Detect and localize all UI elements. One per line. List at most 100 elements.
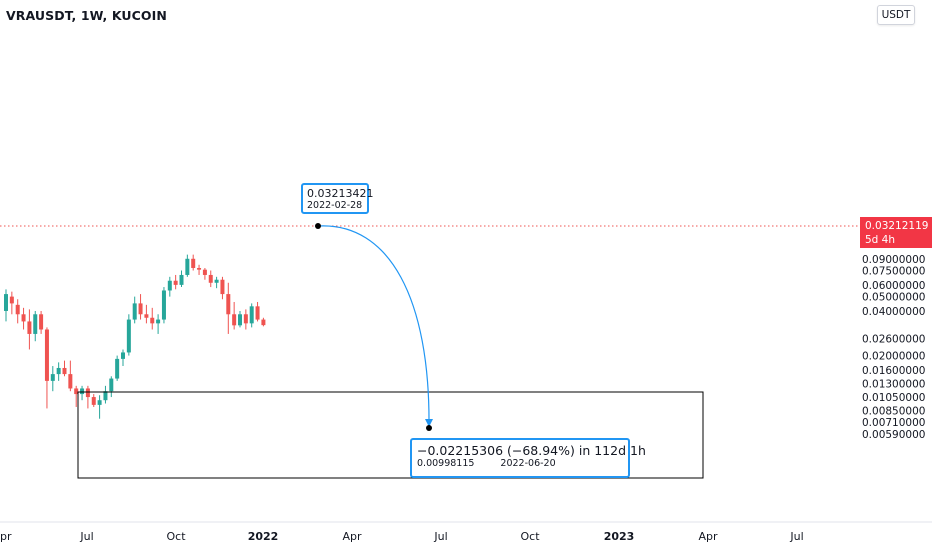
projection-start-point[interactable]	[315, 223, 321, 229]
candle[interactable]	[173, 274, 178, 290]
candle-body	[109, 378, 114, 392]
candle[interactable]	[238, 310, 242, 328]
candle-body	[197, 267, 202, 270]
candle[interactable]	[197, 264, 202, 275]
projection-arrowhead	[425, 419, 433, 427]
candle[interactable]	[44, 327, 49, 409]
projection-end-point[interactable]	[426, 425, 432, 431]
candle-body	[21, 314, 26, 322]
candle[interactable]	[226, 282, 231, 334]
candle-body	[161, 290, 166, 320]
candle-body	[91, 397, 96, 405]
candle-body	[97, 400, 102, 405]
candle-body	[232, 314, 237, 326]
candle[interactable]	[62, 360, 67, 377]
candle[interactable]	[167, 276, 172, 297]
y-tick-label: 0.01300000	[862, 378, 925, 390]
candle[interactable]	[126, 314, 131, 356]
candle[interactable]	[150, 307, 155, 330]
target-zone-box[interactable]	[77, 391, 704, 479]
candle[interactable]	[156, 314, 161, 334]
x-tick-label: Oct	[520, 530, 540, 543]
x-tick-label: 2023	[604, 530, 635, 543]
candle[interactable]	[208, 270, 213, 288]
x-tick-label: Apr	[342, 530, 362, 543]
candle[interactable]	[15, 299, 20, 324]
candle[interactable]	[249, 303, 254, 328]
last-price-value: 0.03212119	[865, 220, 929, 232]
candle[interactable]	[179, 270, 184, 288]
start-price: 0.03213421	[307, 187, 374, 200]
candle-body	[249, 306, 254, 324]
candle-body	[255, 306, 260, 320]
candle[interactable]	[185, 254, 190, 277]
candle[interactable]	[91, 394, 96, 407]
candle-body	[33, 314, 38, 334]
candle[interactable]	[220, 276, 225, 300]
change-summary: −0.02215306 (−68.94%) in 112d 1h	[417, 443, 646, 458]
symbol-title: VRAUSDT, 1W, KUCOIN	[6, 8, 167, 23]
candle[interactable]	[85, 385, 90, 409]
candle-body	[179, 274, 184, 285]
candle[interactable]	[9, 291, 14, 315]
currency-badge[interactable]: USDT	[877, 5, 915, 25]
y-tick-label: 0.00850000	[862, 406, 925, 418]
candle[interactable]	[191, 254, 196, 271]
candle[interactable]	[121, 349, 125, 367]
candle[interactable]	[68, 360, 73, 392]
candle[interactable]	[144, 304, 149, 324]
candle[interactable]	[80, 385, 85, 401]
y-tick-label: 0.09000000	[862, 254, 925, 266]
candle[interactable]	[202, 267, 207, 280]
candle-body	[208, 274, 213, 283]
x-tick-label: Apr	[698, 530, 718, 543]
candle[interactable]	[138, 294, 143, 320]
candle-body	[27, 321, 32, 334]
candle-body	[138, 303, 143, 315]
y-tick-label: 0.04000000	[862, 306, 925, 318]
candle-body	[44, 329, 49, 381]
candle[interactable]	[33, 310, 38, 342]
candle[interactable]	[21, 307, 26, 330]
candle[interactable]	[109, 376, 114, 398]
y-tick-label: 0.00710000	[862, 417, 925, 429]
candle[interactable]	[161, 287, 166, 324]
projection-arrow[interactable]	[317, 225, 430, 427]
candle[interactable]	[74, 385, 79, 407]
candle[interactable]	[39, 310, 44, 334]
x-tick-label: Jul	[79, 530, 93, 543]
candle[interactable]	[27, 309, 32, 350]
candle-body	[191, 258, 196, 268]
candle-body	[226, 294, 231, 315]
candle-body	[132, 303, 137, 320]
candle-body	[50, 374, 55, 381]
candle-body	[9, 296, 14, 304]
candle[interactable]	[97, 395, 102, 419]
candle[interactable]	[132, 296, 137, 324]
candle[interactable]	[103, 385, 108, 404]
candle[interactable]	[243, 309, 248, 330]
x-tick-label: Oct	[166, 530, 186, 543]
candle-body	[39, 314, 44, 330]
x-axis[interactable]: Apr Jul Oct 2022 Apr Jul Oct 2023 Apr Jul	[0, 530, 804, 543]
candle-body	[121, 352, 125, 359]
candle[interactable]	[214, 276, 219, 289]
projection-result-note[interactable]: −0.02215306 (−68.94%) in 112d 1h 0.00998…	[410, 438, 646, 478]
candles-layer	[4, 254, 266, 419]
candle[interactable]	[56, 362, 61, 381]
y-tick-label: 0.06000000	[862, 280, 925, 292]
candle[interactable]	[261, 317, 266, 327]
projection-start-note[interactable]: 0.03213421 2022-02-28	[301, 183, 374, 214]
candle[interactable]	[255, 301, 260, 322]
candle[interactable]	[4, 289, 8, 322]
candle-body	[56, 367, 61, 375]
candle[interactable]	[115, 355, 120, 381]
target-date: 2022-06-20	[500, 458, 556, 469]
y-tick-label: 0.02600000	[862, 334, 925, 346]
candle[interactable]	[232, 301, 237, 330]
y-tick-label: 0.01050000	[862, 392, 925, 404]
candle[interactable]	[50, 366, 55, 392]
y-tick-label: 0.00590000	[862, 429, 925, 441]
